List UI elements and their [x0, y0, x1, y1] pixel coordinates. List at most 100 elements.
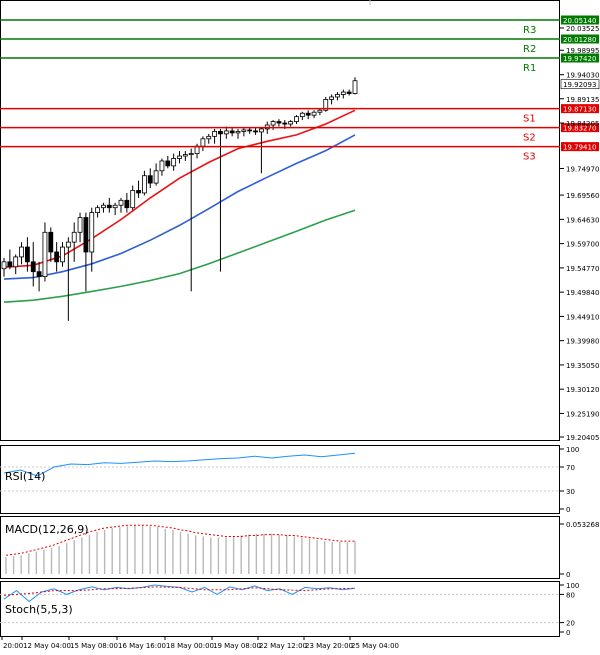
level-name-label: R2 — [523, 44, 536, 55]
candle-body — [182, 154, 188, 157]
candle-body — [305, 112, 311, 116]
candle-body — [141, 175, 147, 194]
candle — [60, 242, 65, 267]
candle-body — [299, 112, 305, 118]
level-price-label: 19.87130 — [563, 105, 596, 113]
moving-average-line-2 — [3, 134, 356, 280]
candle-body — [65, 241, 71, 248]
rsi-tick-label: 70 — [566, 464, 575, 472]
level-price-label: 19.97420 — [563, 55, 596, 63]
candle — [71, 222, 77, 262]
candle-body — [188, 153, 194, 155]
macd-signal-line — [5, 524, 355, 556]
candle-body — [218, 131, 223, 135]
candle-body — [130, 190, 136, 209]
level-name-label: R1 — [523, 63, 536, 74]
macd-tick-label: 0.053268 — [566, 521, 599, 529]
rsi-line — [3, 452, 356, 477]
level-name-label: R3 — [523, 25, 536, 36]
rsi-panel-frame — [0, 445, 560, 514]
candle-body — [147, 175, 153, 184]
macd-tick-label: 0 — [566, 571, 570, 579]
candle-body — [89, 212, 95, 253]
price-tick-label: 19.20405 — [566, 434, 599, 442]
candle-body — [118, 199, 124, 206]
candle-body — [136, 190, 141, 194]
candle — [311, 110, 317, 119]
candle-body — [329, 96, 335, 100]
x-tick-label: 16 May 16:00 — [118, 642, 166, 650]
current-price-label: 19.92093 — [563, 81, 596, 89]
rsi-tick-label: 0 — [566, 506, 570, 514]
candle-body — [19, 246, 24, 258]
stoch-tick-label: 100 — [566, 582, 579, 590]
candle — [258, 126, 264, 174]
candle-body — [36, 271, 42, 277]
candle-body — [253, 130, 258, 133]
candle — [147, 168, 153, 189]
candle — [317, 108, 323, 116]
level-price-tag — [561, 123, 599, 133]
moving-average-line-3 — [3, 209, 356, 303]
candle — [182, 151, 188, 161]
candle-body — [206, 135, 212, 140]
candle — [141, 170, 147, 196]
price-tick-label: 19.69560 — [566, 192, 599, 200]
candle — [83, 212, 89, 292]
rsi-title: RSI(14) — [5, 470, 45, 483]
candle-body — [95, 207, 100, 214]
candle — [323, 96, 329, 112]
price-tick-label: 19.74970 — [566, 165, 599, 173]
level-price-tag — [561, 15, 599, 25]
level-name-label: S1 — [523, 114, 536, 125]
price-tick-label: 19.98995 — [566, 47, 599, 55]
x-tick-label: 15 May 08:00 — [70, 642, 118, 650]
price-tick-label: 19.84205 — [566, 120, 599, 128]
candle-body — [159, 160, 165, 172]
candle — [101, 202, 106, 213]
rsi-tick-label: 100 — [566, 446, 579, 454]
candle — [188, 148, 194, 292]
candle-body — [177, 155, 182, 159]
level-price-tag — [561, 142, 599, 152]
rsi-tick-label: 30 — [566, 488, 575, 496]
price-tick-label: 19.64630 — [566, 216, 599, 224]
candle — [165, 156, 171, 169]
candle-body — [101, 204, 106, 209]
stoch-panel-frame — [0, 581, 560, 637]
candle-body — [54, 251, 60, 263]
candle-body — [270, 121, 276, 126]
level-price-tag — [561, 104, 599, 114]
candle-body — [30, 261, 36, 273]
candle — [305, 110, 311, 120]
stoch-signal-line — [3, 586, 356, 596]
level-price-label: 19.79410 — [563, 143, 596, 151]
candle — [299, 111, 305, 121]
candle-body — [42, 231, 48, 277]
stoch-main-line — [3, 584, 356, 603]
candle-body — [235, 131, 241, 134]
candle — [54, 242, 60, 272]
candle — [171, 153, 177, 171]
candle-body — [335, 94, 340, 98]
candle-body — [1, 261, 7, 270]
candle — [118, 197, 124, 213]
level-price-label: 20.01280 — [563, 36, 596, 44]
candle-body — [77, 217, 83, 233]
candle-body — [7, 261, 13, 268]
candle — [223, 126, 229, 139]
candle-body — [323, 99, 329, 111]
price-tick-label: 19.30120 — [566, 386, 599, 394]
x-tick-label: 25 May 04:00 — [351, 642, 399, 650]
price-tick-label: 19.54770 — [566, 265, 599, 273]
candle-body — [258, 128, 264, 133]
candle — [124, 192, 130, 213]
level-price-tag — [561, 34, 599, 44]
candle-body — [13, 256, 19, 268]
candle — [95, 205, 100, 218]
candle-body — [229, 130, 235, 134]
candle — [346, 89, 352, 96]
candle-body — [340, 91, 346, 95]
candle — [229, 127, 235, 137]
